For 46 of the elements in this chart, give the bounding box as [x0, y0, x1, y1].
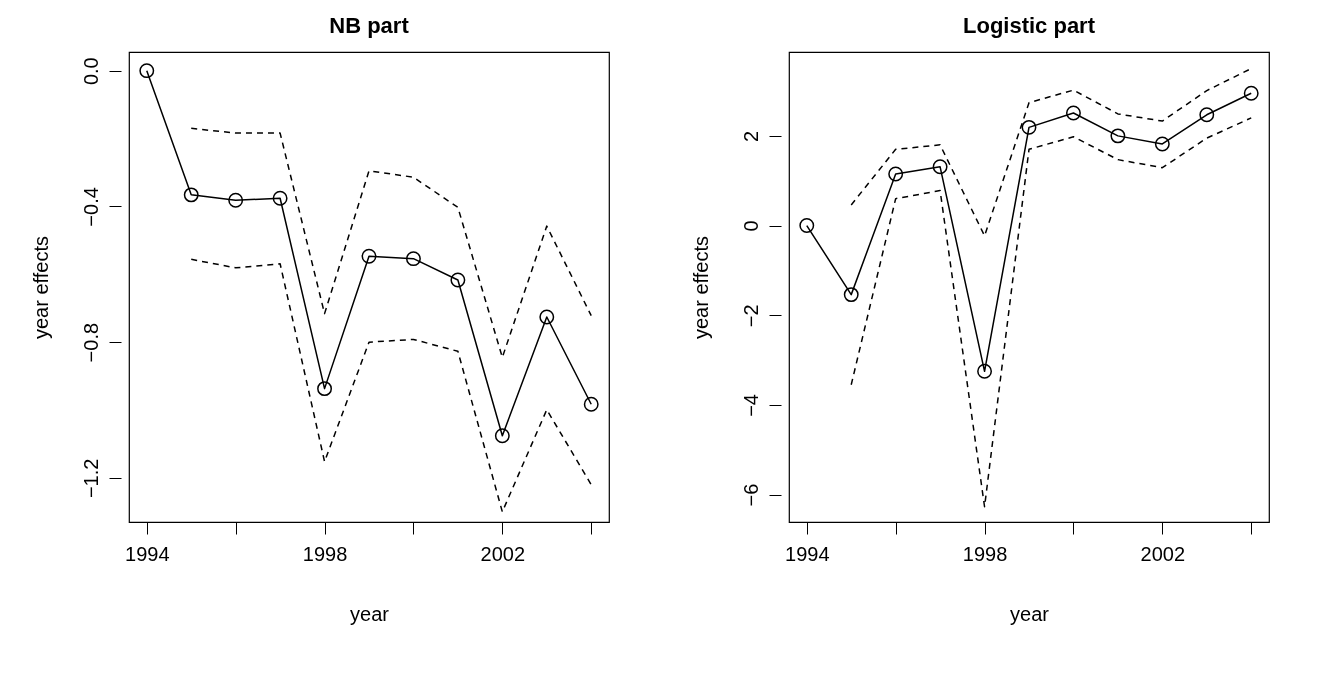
x-axis-title: year — [1010, 602, 1050, 625]
point — [317, 381, 333, 397]
y-tick-label: −0.4 — [79, 187, 102, 227]
point — [494, 428, 510, 444]
point — [183, 187, 199, 203]
point — [450, 272, 466, 288]
y-tick-label: −4 — [739, 394, 762, 417]
x-tick-label: 1998 — [302, 542, 348, 565]
y-tick-label: −0.8 — [79, 322, 102, 363]
point — [843, 287, 859, 303]
chart-title: Logistic part — [962, 13, 1096, 38]
y-tick-label: −1.2 — [79, 458, 102, 499]
y-tick-label: −2 — [739, 304, 762, 328]
x-tick-label: 1994 — [125, 542, 170, 565]
point — [539, 309, 555, 325]
point — [1243, 85, 1259, 101]
point — [799, 218, 815, 233]
y-axis-title: year effects — [29, 235, 52, 340]
y-tick-label: 0 — [739, 220, 762, 232]
point — [1065, 105, 1081, 121]
point — [139, 63, 155, 79]
y-axis-title: year effects — [689, 235, 712, 340]
line-series — [190, 258, 592, 513]
point — [888, 166, 904, 182]
point — [1110, 128, 1126, 144]
line-series — [850, 67, 1252, 237]
point — [977, 363, 993, 379]
y-tick-label: −6 — [739, 483, 762, 507]
point — [405, 251, 421, 267]
point — [1199, 107, 1215, 123]
x-tick-label: 2002 — [1140, 542, 1186, 565]
point — [1154, 136, 1170, 152]
y-tick-label: 0.0 — [79, 57, 102, 86]
point — [583, 396, 599, 412]
x-tick-label: 1994 — [785, 542, 830, 565]
line-series — [850, 117, 1252, 508]
chart-title: NB part — [329, 13, 410, 38]
y-tick-label: 2 — [739, 130, 762, 142]
x-axis-title: year — [350, 602, 390, 625]
point — [1021, 119, 1037, 135]
point — [272, 190, 288, 206]
point — [228, 192, 244, 208]
point — [361, 248, 377, 264]
x-tick-label: 1998 — [962, 542, 1008, 565]
x-tick-label: 2002 — [480, 542, 526, 565]
point — [932, 159, 948, 175]
